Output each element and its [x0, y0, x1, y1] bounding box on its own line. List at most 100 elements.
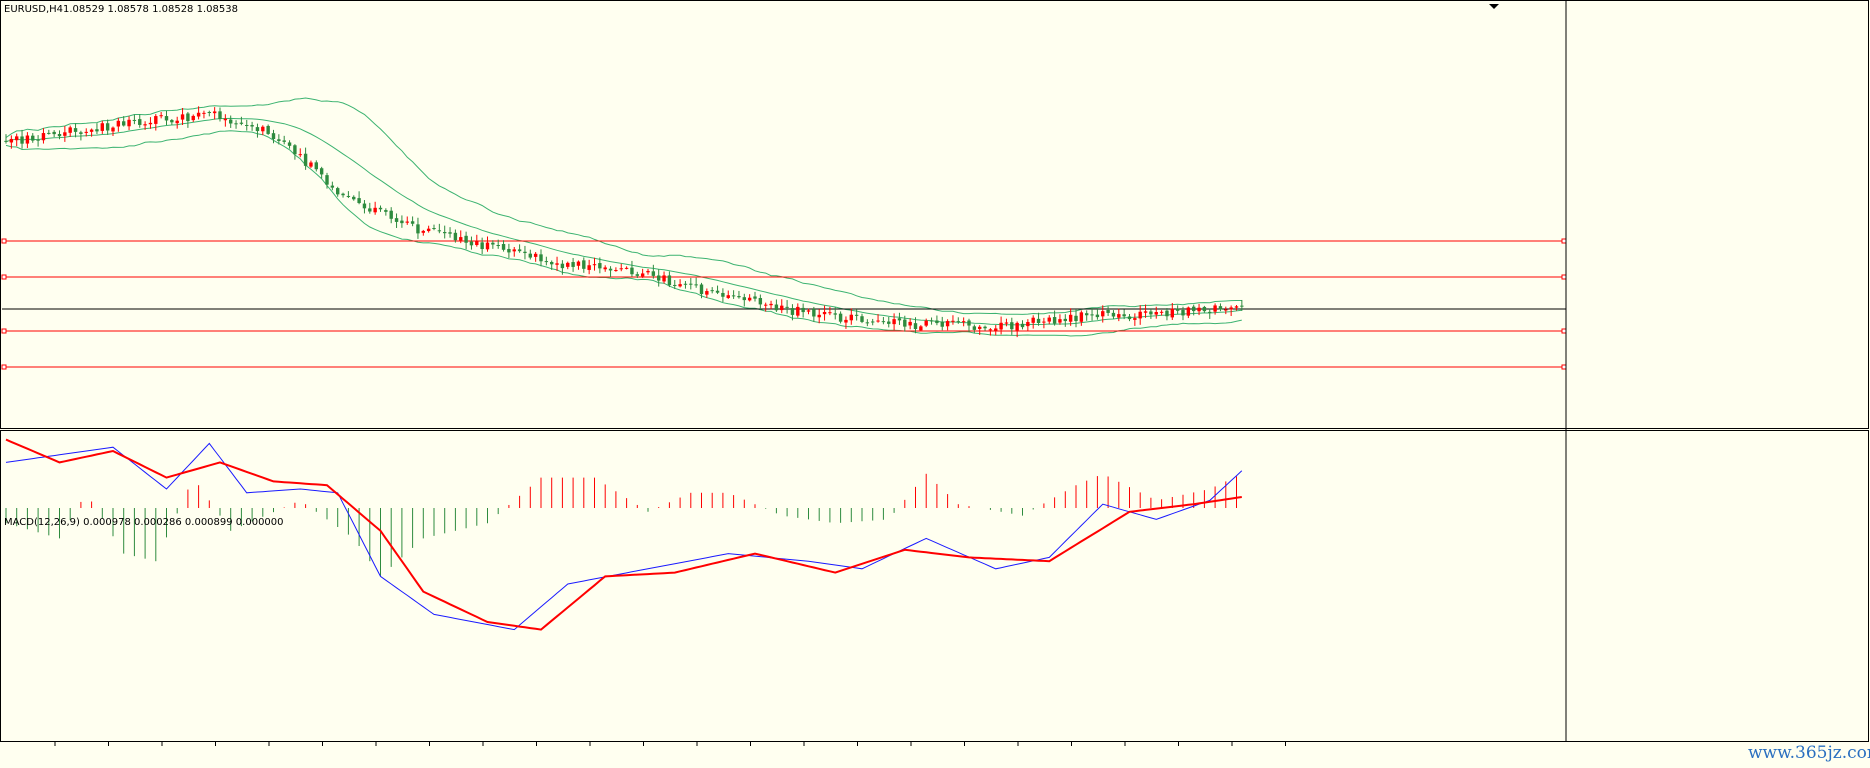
price-panel[interactable]	[1, 97, 1567, 370]
candle-body	[1004, 322, 1009, 324]
level-line-handle	[1, 238, 7, 244]
candle-body	[817, 314, 821, 318]
candle-body	[608, 268, 613, 271]
candle-body	[785, 306, 789, 308]
candle-body	[972, 326, 977, 330]
candle-body	[68, 127, 72, 133]
candle-body	[282, 140, 286, 142]
candle-body	[630, 267, 634, 275]
candle-body	[983, 326, 987, 329]
candle-body	[780, 305, 784, 311]
candle-body	[796, 306, 800, 316]
candle-body	[437, 230, 442, 232]
candle-body	[571, 262, 575, 267]
candle-body	[1020, 323, 1025, 328]
candle-body	[507, 248, 511, 253]
candle-body	[218, 111, 222, 119]
candle-body	[978, 326, 982, 329]
candle-body	[705, 291, 709, 295]
candle-body	[587, 265, 591, 270]
macd-panel[interactable]	[5, 438, 1243, 631]
chart-shift-marker-icon[interactable]	[1489, 4, 1499, 9]
candle-body	[352, 196, 356, 200]
candle-body	[416, 224, 420, 234]
macd-signal-line	[5, 438, 1242, 631]
candle-body	[1026, 322, 1030, 327]
candle-body	[207, 111, 211, 113]
candle-body	[229, 119, 233, 124]
candle-body	[330, 185, 335, 188]
candle-body	[956, 321, 960, 323]
candle-body	[897, 318, 902, 321]
candle-body	[154, 116, 158, 124]
candle-body	[865, 322, 870, 324]
candle-body	[1095, 314, 1100, 318]
candle-body	[924, 320, 928, 326]
candle-body	[1010, 322, 1014, 330]
candle-body	[881, 321, 886, 323]
candle-body	[239, 122, 244, 124]
candle-body	[1117, 314, 1121, 318]
candle-body	[533, 253, 538, 257]
candle-body	[945, 321, 950, 327]
candle-body	[598, 263, 602, 269]
candle-body	[491, 242, 495, 245]
candle-body	[303, 153, 308, 166]
bollinger-middle-band	[5, 117, 1242, 326]
candle-body	[116, 120, 121, 127]
candle-body	[63, 132, 67, 136]
candle-body	[421, 230, 425, 233]
candle-body	[747, 297, 752, 301]
candle-body	[47, 132, 51, 134]
candle-body	[432, 228, 436, 230]
candle-body	[1111, 312, 1116, 317]
candle-body	[202, 112, 206, 114]
candle-body	[619, 268, 623, 270]
candle-body	[105, 123, 110, 131]
candle-body	[41, 133, 46, 141]
candle-body	[1192, 306, 1196, 312]
candle-body	[790, 308, 795, 315]
ohlc-values: 1.08529 1.08578 1.08528 1.08538	[63, 4, 238, 15]
candle-body	[1138, 311, 1142, 319]
candle-body	[822, 311, 827, 315]
candle-body	[640, 273, 645, 277]
candle-body	[341, 193, 345, 196]
candle-body	[186, 113, 190, 122]
candle-body	[15, 136, 19, 141]
candle-body	[1127, 316, 1132, 320]
candle-body	[79, 132, 83, 134]
candle-body	[844, 319, 848, 323]
candle-body	[325, 175, 329, 185]
candle-body	[394, 218, 399, 222]
candle-body	[25, 135, 30, 144]
level-line-handle	[1, 364, 7, 370]
candle-body	[673, 284, 677, 286]
candle-body	[737, 296, 741, 298]
candle-body	[1165, 310, 1169, 317]
candle-body	[319, 168, 324, 175]
candle-body	[122, 121, 126, 126]
macd-panel-border	[0, 430, 1869, 742]
candle-body	[940, 321, 944, 327]
candle-body	[132, 119, 137, 121]
candle-body	[459, 237, 463, 241]
candle-body	[833, 313, 837, 315]
candle-body	[887, 321, 891, 324]
candle-body	[1159, 311, 1164, 313]
candle-body	[234, 123, 238, 125]
candle-body	[576, 261, 581, 266]
candle-body	[758, 298, 763, 305]
candle-body	[309, 162, 313, 167]
candle-body	[555, 263, 559, 265]
level-line-handle	[1561, 274, 1567, 280]
candle-body	[453, 232, 458, 241]
candle-body	[1031, 317, 1035, 323]
candle-body	[57, 134, 62, 137]
candle-body	[464, 235, 468, 243]
candle-body	[828, 312, 832, 314]
candle-body	[903, 319, 907, 327]
candle-body	[287, 142, 292, 146]
